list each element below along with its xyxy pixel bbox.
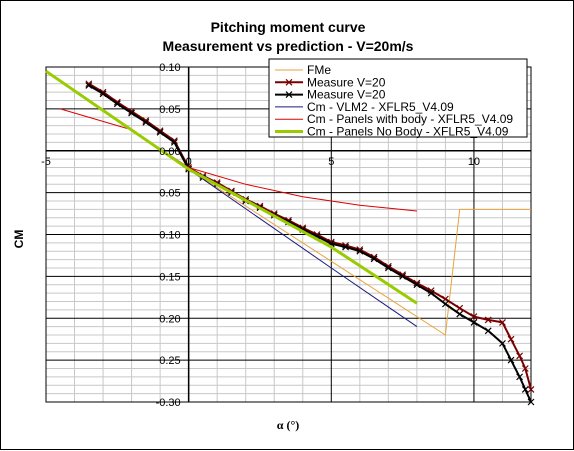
chart-title-line-2: Measurement vs prediction - V=20m/s	[163, 38, 414, 54]
data-point	[399, 272, 407, 280]
y-tick-label: 0.20	[159, 313, 180, 325]
data-point	[516, 373, 524, 381]
y-tick-label: 0.05	[159, 104, 180, 116]
data-point	[527, 386, 535, 393]
y-tick-label: -0.30	[156, 397, 181, 409]
data-point	[441, 300, 449, 308]
legend-label: Cm - VLM2 - XFLR5_V4.09	[307, 100, 454, 114]
y-tick-label: 0.25	[159, 355, 180, 367]
series-group	[45, 69, 535, 406]
data-point	[456, 310, 464, 318]
data-point	[499, 339, 506, 347]
y-tick-label: 0.10	[159, 230, 180, 242]
data-point	[170, 138, 178, 146]
y-tick-label: 0.15	[159, 271, 180, 283]
legend-marker	[285, 78, 293, 86]
data-point	[370, 255, 378, 263]
legend-entry: Measure V=20	[275, 88, 386, 102]
data-point	[156, 128, 164, 136]
y-tick-label: 0.05	[159, 188, 180, 200]
data-point	[85, 82, 93, 89]
data-point	[384, 264, 392, 272]
data-point	[142, 118, 150, 126]
y-axis-label: CM	[12, 230, 26, 249]
data-point	[470, 313, 478, 320]
data-point	[413, 281, 421, 289]
data-point	[356, 247, 364, 255]
series-line	[45, 69, 418, 305]
data-point	[470, 319, 478, 326]
y-tick-label: 0.00	[159, 146, 180, 158]
legend-entry: Cm - VLM2 - XFLR5_V4.09	[275, 100, 454, 114]
data-point	[128, 109, 136, 117]
data-point	[527, 398, 535, 406]
data-point	[484, 327, 492, 335]
data-point	[99, 90, 107, 98]
data-point	[427, 289, 435, 297]
data-point	[516, 352, 524, 360]
legend-label: Measure V=20	[307, 88, 386, 102]
x-tick-label: 0	[186, 156, 192, 168]
series-line	[88, 84, 532, 403]
data-point	[521, 365, 529, 372]
legend-label: Cm - Panels with body - XFLR5_V4.09	[307, 112, 513, 126]
data-point	[499, 319, 506, 326]
y-tick-label: 0.10	[159, 62, 180, 74]
legend-label: Measure V=20	[307, 75, 386, 89]
data-point	[113, 100, 121, 108]
legend-box	[268, 58, 528, 138]
legend-entry: Measure V=20	[275, 75, 386, 89]
legend-label: FMe	[307, 63, 331, 77]
legend-label: Cm - Panels No Body - XFLR5_V4.09	[307, 125, 509, 139]
data-point	[507, 335, 515, 343]
series-2	[85, 80, 535, 393]
series-6	[45, 69, 418, 305]
x-tick-label: -5	[41, 156, 51, 168]
chart-title-line-1: Pitching moment curve	[211, 19, 366, 35]
data-point	[441, 295, 449, 303]
data-point	[342, 243, 349, 251]
legend-entry: Cm - Panels No Body - XFLR5_V4.09	[275, 125, 509, 139]
legend-entry: Cm - Panels with body - XFLR5_V4.09	[275, 112, 513, 126]
x-tick-label: 5	[328, 156, 334, 168]
tick-labels: -5 0 5 10 0.10 0.05 0.00 0.05 0.10 0.15 0.20 0.25 -0…	[41, 62, 480, 409]
series-line	[88, 82, 532, 390]
data-point	[484, 316, 492, 324]
series-3	[85, 82, 535, 406]
x-tick-label: 10	[468, 156, 480, 168]
data-point	[456, 304, 464, 312]
x-axis-label: α (°)	[277, 418, 300, 432]
data-point	[170, 137, 178, 145]
legend-marker	[285, 91, 293, 99]
data-point	[507, 356, 515, 364]
data-point	[521, 386, 529, 393]
legend-entry: FMe	[275, 63, 331, 77]
